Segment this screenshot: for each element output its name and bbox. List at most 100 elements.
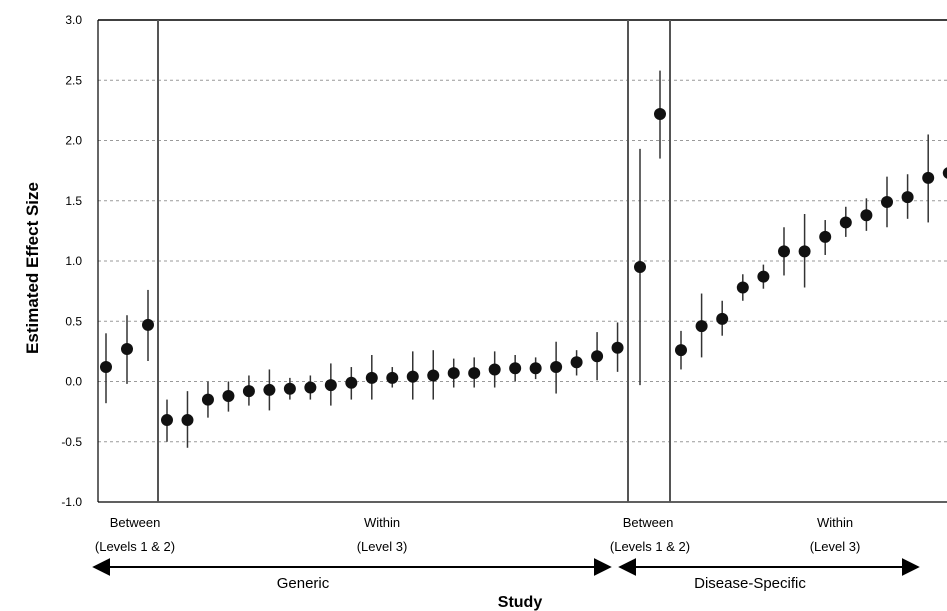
point-marker [634,261,646,274]
point-marker [488,363,501,376]
point-marker [242,385,255,398]
point-marker [716,312,729,325]
data-point [654,70,666,159]
point-marker [509,362,522,375]
data-point [488,351,501,388]
y-tick-label: 3.0 [65,13,82,27]
data-point [922,134,935,223]
point-marker [406,370,419,383]
point-marker [181,414,194,427]
data-point [324,363,337,406]
data-point [881,176,893,228]
group-label-generic-between-line2: (Levels 1 & 2) [95,539,175,554]
y-tick-label: -1.0 [61,495,82,509]
data-point [570,350,583,376]
group-label-generic-between-line1: Between [110,515,161,530]
data-point [468,357,481,388]
point-marker [142,318,154,331]
data-point [222,381,235,412]
y-tick-label: -0.5 [61,435,82,449]
point-marker [447,367,460,380]
data-point [529,357,542,380]
y-tick-labels: 3.0 2.5 2.0 1.5 1.0 0.5 0.0 -0.5 -1.0 [61,13,82,509]
data-point [100,333,112,404]
group-label-generic-within-line2: (Level 3) [357,539,408,554]
group-label-disease-between-line2: (Levels 1 & 2) [610,539,690,554]
point-marker [222,389,235,402]
data-points [100,70,947,448]
point-marker [736,281,749,294]
data-point [942,167,947,179]
data-point [427,350,440,400]
point-marker [201,393,214,406]
data-point [550,341,563,394]
data-point [406,351,419,400]
point-marker [345,376,358,389]
point-marker [570,356,583,369]
point-marker [365,371,378,384]
point-marker [427,369,440,382]
group-label-generic-within-line1: Within [364,515,400,530]
category-label-generic: Generic [277,575,330,592]
data-point [591,332,604,381]
point-marker [161,414,173,427]
data-point [345,367,358,400]
point-marker [529,362,542,375]
y-axis-title: Estimated Effect Size [23,182,42,354]
point-marker [283,382,296,395]
point-marker [901,191,914,204]
data-point [386,367,399,388]
point-marker [304,381,317,394]
category-label-disease-specific: Disease-Specific [694,575,806,592]
y-tick-label: 0.0 [65,375,82,389]
y-tick-label: 2.0 [65,134,82,148]
data-point [860,198,873,231]
y-tick-label: 1.0 [65,254,82,268]
data-point [161,399,173,442]
point-marker [386,371,399,384]
group-label-disease-within-line1: Within [817,515,853,530]
y-tick-label: 2.5 [65,73,82,87]
point-marker [550,361,563,374]
point-marker [798,245,811,258]
point-marker [839,216,852,229]
data-point [839,206,852,237]
data-point [263,369,276,411]
data-point [798,214,811,288]
point-marker [942,167,947,179]
data-point [242,375,255,406]
point-marker [324,379,337,392]
point-marker [778,245,790,258]
y-tick-label: 0.5 [65,314,82,328]
point-marker [263,383,276,396]
point-marker [100,361,112,374]
point-marker [819,230,832,243]
data-point [283,377,296,400]
point-marker [695,320,708,333]
data-point [365,354,378,400]
group-label-disease-between-line1: Between [623,515,674,530]
grid-lines [98,79,947,443]
data-point [181,391,194,448]
data-point [634,148,646,386]
point-marker [611,341,624,354]
point-marker [922,171,935,184]
data-point [819,220,832,255]
data-point [901,174,914,219]
point-marker [468,367,481,380]
data-point [142,289,154,362]
x-axis-title: Study [498,594,543,611]
data-point [716,300,729,336]
data-point [675,330,687,370]
data-point [509,354,522,382]
point-marker [860,209,873,222]
data-point [695,293,708,358]
group-label-disease-within-line2: (Level 3) [810,539,861,554]
point-marker [881,195,893,208]
point-marker [675,344,687,357]
point-marker [121,342,133,355]
y-tick-label: 1.5 [65,194,82,208]
data-point [447,358,460,388]
data-point [611,322,624,372]
